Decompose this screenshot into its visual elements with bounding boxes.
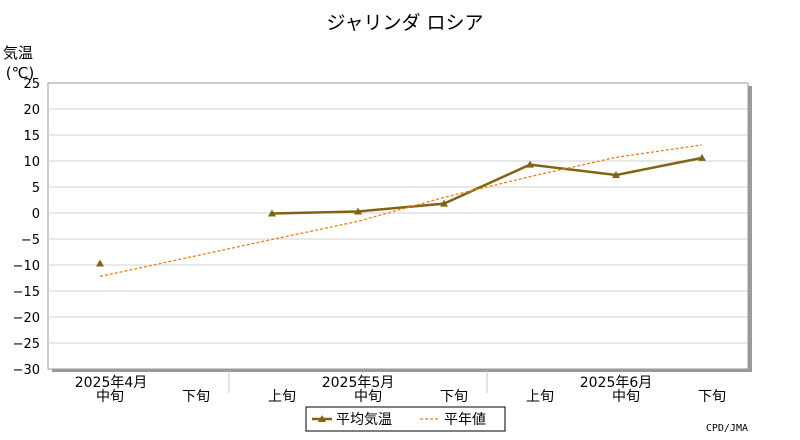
credit: CPD/JMA <box>706 423 748 434</box>
y-tick-label: −20 <box>13 311 40 326</box>
x-tick-label: 上旬 <box>526 389 554 405</box>
y-tick-label: 15 <box>23 129 40 144</box>
legend-label-normal: 平年値 <box>444 412 486 428</box>
y-tick-label: −30 <box>13 363 40 378</box>
data-point-mean <box>354 207 362 215</box>
y-tick-label: 20 <box>23 103 40 118</box>
y-axis-unit: (℃) <box>6 64 35 82</box>
legend: 平均気温 平年値 <box>305 406 506 432</box>
y-axis-label: 気温 <box>3 44 33 62</box>
x-tick-label: 下旬 <box>182 389 210 405</box>
legend-box <box>305 406 506 432</box>
plot-area <box>47 82 749 370</box>
x-tick-label: 上旬 <box>268 389 296 405</box>
month-label: 2025年5月 <box>322 375 395 391</box>
series-line-normal <box>99 144 703 278</box>
y-tick-label: −5 <box>21 233 40 248</box>
x-tick-label: 中旬 <box>354 389 382 405</box>
grid-lines <box>48 108 748 344</box>
data-point-mean <box>440 199 448 207</box>
y-tick-label: 5 <box>32 181 40 196</box>
legend-marker-mean <box>318 415 326 422</box>
y-tick-label: −25 <box>13 337 40 352</box>
y-tick-label: −15 <box>13 285 40 300</box>
x-tick-label: 下旬 <box>698 389 726 405</box>
y-tick-label: 0 <box>32 207 40 222</box>
data-point-mean <box>268 209 276 217</box>
series-line-mean <box>271 156 703 215</box>
data-point-mean <box>96 259 104 267</box>
x-tick-label: 中旬 <box>96 389 124 405</box>
y-tick-label: 10 <box>23 155 40 170</box>
data-point-mean <box>612 171 620 179</box>
series-layer <box>96 144 706 278</box>
y-tick-labels: 25 20 15 10 5 0 −5 −10 −15 −20 −25 −30 <box>13 77 40 378</box>
x-tick-label: 中旬 <box>612 389 640 405</box>
month-label: 2025年6月 <box>580 375 653 391</box>
data-point-mean <box>526 160 534 168</box>
data-point-mean <box>698 153 706 161</box>
chart-title: ジャリンダ ロシア <box>326 12 483 34</box>
month-label: 2025年4月 <box>75 375 148 391</box>
y-tick-label: 25 <box>23 77 40 92</box>
y-tick-label: −10 <box>13 259 40 274</box>
x-tick-label: 下旬 <box>440 389 468 405</box>
legend-label-mean: 平均気温 <box>336 412 392 428</box>
